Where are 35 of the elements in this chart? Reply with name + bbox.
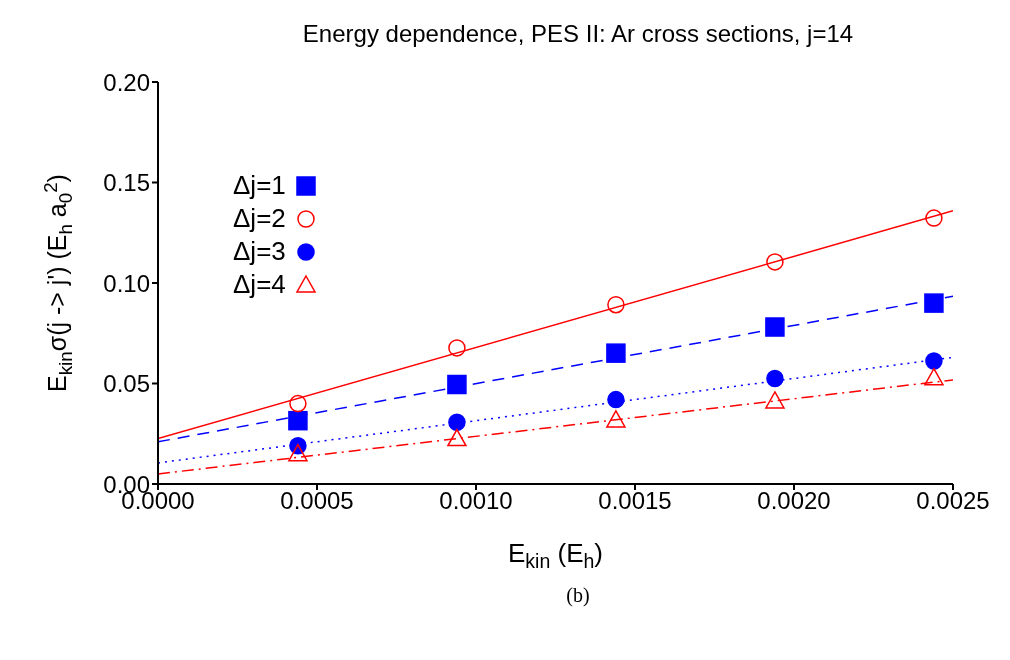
- y-tick-label: 0.15: [103, 169, 150, 197]
- legend-label: Δj=1: [233, 170, 286, 201]
- point: [925, 352, 943, 370]
- point: [607, 390, 625, 409]
- y-tick-label: 0.05: [103, 370, 150, 398]
- point: [924, 367, 944, 386]
- legend-label: Δj=3: [233, 236, 286, 267]
- point: [606, 343, 626, 363]
- point: [924, 293, 944, 313]
- point: [288, 443, 308, 462]
- point: [925, 209, 943, 227]
- point: [607, 295, 625, 314]
- x-tick-label: 0.0010: [439, 487, 513, 515]
- legend-label: Δj=4: [233, 269, 286, 300]
- x-tick-label: 0.0025: [916, 487, 990, 515]
- point: [447, 374, 467, 395]
- point: [766, 253, 784, 271]
- point: [448, 339, 466, 357]
- point: [765, 391, 785, 409]
- legend-label: Δj=2: [233, 203, 286, 234]
- point: [765, 317, 785, 337]
- point: [288, 410, 308, 431]
- x-axis-title: E$_{kin}$ (E$_{h}$): [507, 538, 604, 572]
- point: [606, 410, 626, 428]
- point: [447, 428, 467, 447]
- point: [448, 413, 466, 432]
- y-tick-label: 0.20: [103, 68, 150, 96]
- x-tick-label: 0.0015: [598, 487, 672, 515]
- point: [289, 394, 307, 413]
- x-tick-label: 0.0020: [757, 487, 831, 515]
- text: (b): [565, 584, 591, 607]
- point: [766, 369, 784, 388]
- y-tick-label: 0.10: [103, 269, 150, 297]
- chart-title: Energy dependence, PES II: Ar cross sections, j=14: [301, 19, 855, 49]
- x-tick-label: 0.0005: [280, 487, 354, 515]
